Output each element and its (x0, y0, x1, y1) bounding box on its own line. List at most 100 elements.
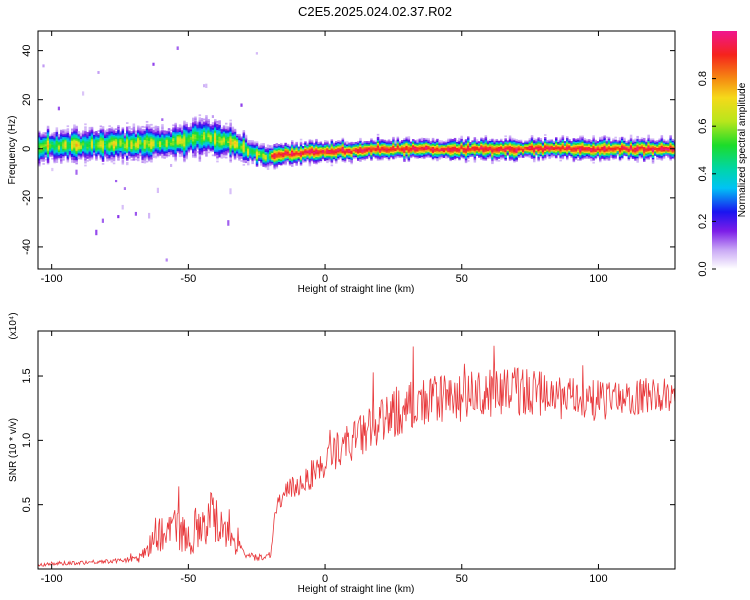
heatmap-cell (541, 142, 545, 145)
heatmap-cell (495, 158, 499, 160)
heatmap-cell (187, 137, 191, 140)
heatmap-cell (55, 150, 59, 153)
heatmap-cell (548, 154, 551, 157)
heatmap-cell (141, 128, 144, 131)
heatmap-cell (255, 145, 259, 148)
heatmap-cell (152, 135, 155, 138)
heatmap-cell (119, 135, 122, 138)
heatmap-cell (86, 152, 89, 155)
heatmap-cell (163, 149, 166, 152)
heatmap-cell (225, 136, 228, 138)
heatmap-cell (601, 149, 604, 152)
heatmap-cell (134, 130, 138, 133)
heatmap-cell (183, 139, 186, 142)
heatmap-cell (148, 134, 151, 137)
heatmap-cell (431, 142, 435, 145)
heatmap-cell (414, 147, 417, 150)
heatmap-cell (240, 149, 243, 152)
heatmap-cell (456, 147, 459, 150)
heatmap-cell (141, 137, 144, 140)
heatmap-cell (555, 156, 558, 159)
heatmap-cell (579, 145, 582, 148)
heatmap-cell (291, 140, 294, 142)
heatmap-cell (315, 149, 318, 152)
heatmap-cell (280, 153, 283, 156)
heatmap-cell (588, 142, 591, 144)
heatmap-cell (156, 142, 160, 145)
heatmap-speckle (194, 150, 197, 156)
heatmap-cell (440, 147, 444, 150)
heatmap-cell (90, 143, 94, 145)
heatmap-cell (535, 143, 538, 146)
heatmap-cell (185, 135, 188, 138)
heatmap-cell (519, 153, 523, 155)
heatmap-cell (317, 148, 320, 150)
heatmap-cell (302, 143, 305, 145)
heatmap-cell (88, 128, 92, 131)
heatmap-cell (656, 153, 659, 156)
heatmap-cell (403, 152, 406, 155)
heatmap-cell (262, 157, 265, 160)
heatmap-cell (544, 151, 547, 154)
heatmap-cell (574, 143, 578, 145)
heatmap-cell (392, 150, 395, 152)
heatmap-cell (337, 143, 340, 145)
heatmap-cell (332, 158, 336, 161)
heatmap-cell (159, 142, 162, 145)
heatmap-cell (152, 137, 155, 139)
heatmap-cell (374, 143, 378, 146)
heatmap-cell (88, 157, 92, 160)
heatmap-cell (445, 149, 448, 152)
heatmap-cell (86, 155, 89, 158)
heatmap-cell (636, 135, 639, 138)
heatmap-cell (385, 140, 389, 143)
heatmap-cell (401, 156, 404, 159)
heatmap-cell (607, 158, 611, 161)
heatmap-cell (502, 155, 505, 158)
heatmap-cell (537, 153, 540, 156)
heatmap-cell (603, 141, 606, 144)
heatmap-cell (198, 126, 202, 128)
heatmap-cell (497, 156, 501, 159)
heatmap-cell (115, 138, 118, 141)
heatmap-cell (348, 154, 351, 157)
heatmap-cell (132, 145, 136, 148)
heatmap-cell (121, 156, 125, 159)
heatmap-cell (385, 150, 389, 153)
heatmap-cell (379, 142, 382, 145)
heatmap-cell (176, 144, 180, 147)
heatmap-cell (453, 146, 457, 149)
heatmap-cell (218, 136, 221, 139)
heatmap-cell (145, 144, 149, 147)
heatmap-cell (159, 139, 162, 142)
heatmap-cell (57, 141, 61, 144)
heatmap-cell (660, 158, 664, 161)
heatmap-cell (306, 147, 309, 149)
heatmap-cell (561, 155, 565, 158)
heatmap-cell (440, 146, 444, 149)
heatmap-cell (82, 151, 85, 153)
heatmap-cell (185, 144, 188, 147)
heatmap-cell (156, 130, 160, 133)
heatmap-cell (537, 144, 540, 147)
heatmap-cell (462, 153, 466, 156)
heatmap-cell (629, 152, 633, 155)
heatmap-cell (251, 153, 254, 156)
heatmap-cell (495, 147, 499, 150)
heatmap-cell (288, 151, 292, 154)
heatmap-cell (359, 145, 362, 148)
heatmap-cell (218, 145, 221, 148)
heatmap-cell (90, 135, 94, 138)
heatmap-cell (522, 150, 525, 152)
heatmap-cell (196, 123, 199, 125)
heatmap-cell (143, 129, 147, 132)
heatmap-cell (462, 152, 466, 155)
heatmap-cell (42, 155, 45, 158)
heatmap-cell (104, 152, 107, 155)
heatmap-cell (229, 159, 232, 162)
heatmap-cell (271, 152, 274, 155)
heatmap-cell (440, 152, 444, 154)
heatmap-cell (266, 154, 270, 157)
heatmap-cell (526, 150, 529, 153)
heatmap-cell (434, 148, 437, 151)
